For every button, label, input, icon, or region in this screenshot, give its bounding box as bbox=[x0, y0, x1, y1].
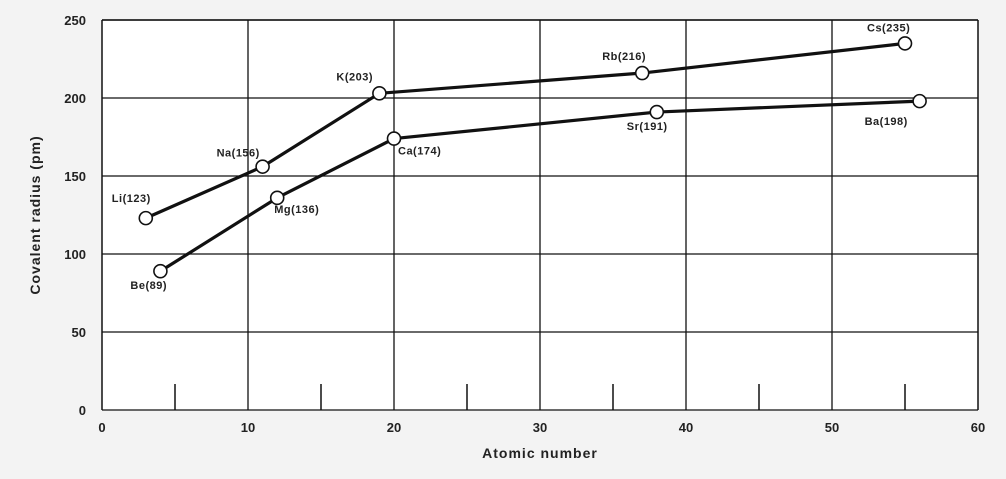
y-tick-label: 50 bbox=[72, 325, 86, 340]
tick-labels: 0 10 20 30 40 50 60 0 50 100 150 200 250 bbox=[64, 13, 985, 435]
x-tick-label: 0 bbox=[98, 420, 105, 435]
data-label: Rb(216) bbox=[602, 51, 646, 63]
x-tick-label: 40 bbox=[679, 420, 693, 435]
data-point bbox=[912, 93, 927, 109]
data-label: Na(156) bbox=[217, 148, 260, 160]
point-labels: Li(123) Na(156) K(203) Rb(216) Cs(235) Be(89)… bbox=[112, 22, 910, 292]
x-tick-label: 50 bbox=[825, 420, 839, 435]
data-point bbox=[634, 65, 650, 81]
x-tick-label: 30 bbox=[533, 420, 547, 435]
y-tick-label: 0 bbox=[79, 403, 86, 418]
x-tick-label: 20 bbox=[387, 420, 401, 435]
x-tick-label: 10 bbox=[241, 420, 255, 435]
y-tick-label: 100 bbox=[64, 247, 86, 262]
data-label: K(203) bbox=[336, 71, 373, 83]
data-point bbox=[372, 86, 387, 101]
data-point bbox=[386, 131, 402, 146]
data-point bbox=[649, 104, 665, 120]
data-label: Li(123) bbox=[112, 193, 151, 205]
data-point bbox=[138, 210, 154, 226]
data-label: Mg(136) bbox=[274, 204, 319, 216]
data-label: Be(89) bbox=[130, 280, 167, 292]
data-label: Ca(174) bbox=[398, 146, 441, 158]
grid bbox=[101, 19, 979, 411]
data-point bbox=[897, 36, 913, 51]
data-label: Cs(235) bbox=[867, 22, 910, 34]
y-tick-label: 250 bbox=[64, 13, 86, 28]
x-axis-title: Atomic number bbox=[482, 445, 598, 461]
data-label: Ba(198) bbox=[865, 116, 908, 128]
y-axis-title: Covalent radius (pm) bbox=[27, 135, 43, 294]
data-point bbox=[153, 263, 168, 279]
y-tick-label: 200 bbox=[64, 91, 86, 106]
x-tick-label: 60 bbox=[971, 420, 985, 435]
data-point bbox=[269, 190, 285, 206]
data-points bbox=[138, 36, 927, 279]
data-point bbox=[255, 159, 270, 174]
y-tick-label: 150 bbox=[64, 169, 86, 184]
data-label: Sr(191) bbox=[627, 121, 668, 133]
